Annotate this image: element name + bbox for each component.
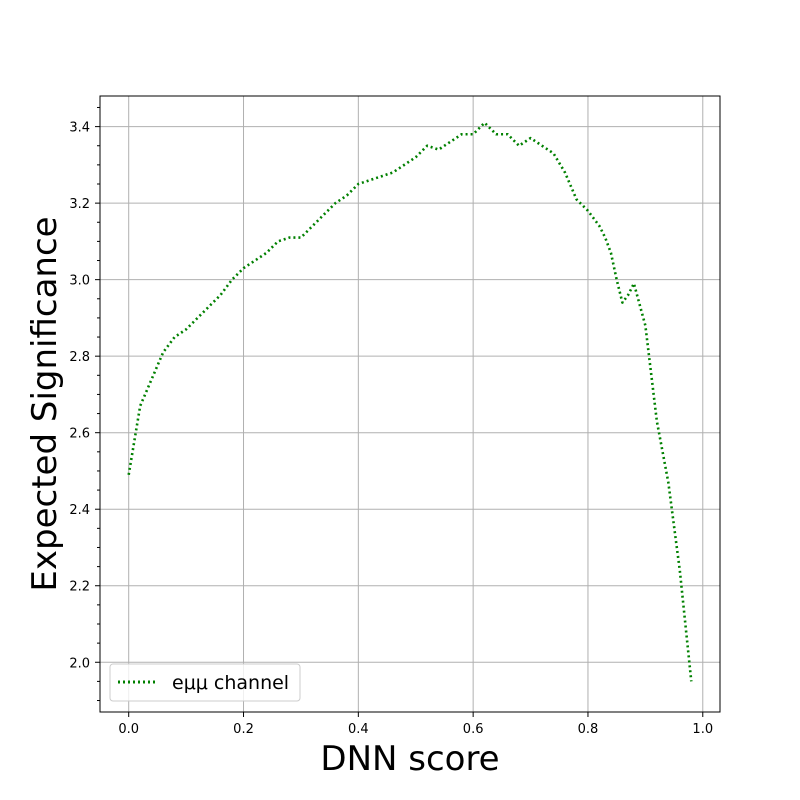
x-tick-label: 0.6 (463, 722, 484, 737)
x-tick-label: 1.0 (692, 722, 713, 737)
x-axis: 0.0 0.2 0.4 0.6 0.8 1.0 (118, 712, 713, 737)
series-layer (127, 121, 693, 682)
x-tick-label: 0.8 (578, 722, 599, 737)
y-tick-label: 2.4 (69, 503, 90, 518)
legend: eμμ channel (109, 663, 301, 702)
y-tick-label: 3.2 (69, 197, 90, 212)
series-line-emumu-channel (127, 121, 693, 682)
y-tick-label: 3.4 (69, 121, 90, 136)
y-axis-minor-ticks (97, 106, 100, 702)
grid (100, 96, 720, 712)
y-tick-label: 2.6 (69, 427, 90, 442)
x-tick-label: 0.2 (233, 722, 254, 737)
y-tick-label: 3.0 (69, 274, 90, 289)
x-tick-label: 0.0 (118, 722, 139, 737)
y-tick-label: 2.8 (69, 350, 90, 365)
x-tick-label: 0.4 (348, 722, 369, 737)
x-axis-label: DNN score (320, 739, 499, 779)
y-axis-label: Expected Significance (25, 216, 65, 591)
legend-box (109, 663, 301, 702)
plot-area-background (100, 96, 720, 712)
legend-label: eμμ channel (172, 672, 289, 694)
y-tick-label: 2.2 (69, 580, 90, 595)
y-axis: 2.0 2.2 2.4 2.6 2.8 3.0 3.2 3.4 (69, 121, 100, 671)
plot-frame (99, 95, 721, 713)
y-tick-label: 2.0 (69, 656, 90, 671)
